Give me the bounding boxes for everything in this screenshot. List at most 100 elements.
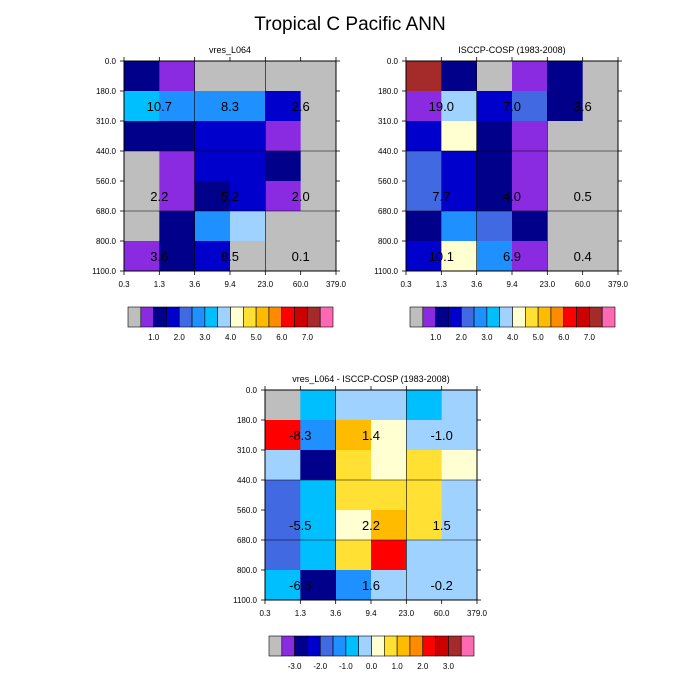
heatmap-cell [406, 61, 442, 92]
heatmap-cell [300, 241, 337, 272]
colorbar-label: 3.0 [481, 333, 493, 342]
heatmap-cell [335, 510, 372, 541]
heatmap-cell [547, 241, 584, 272]
y-tick-label: 800.0 [378, 237, 399, 246]
colorbar-swatch [217, 306, 231, 328]
heatmap-cell [476, 241, 513, 272]
heatmap-cell [265, 61, 302, 92]
heatmap-cell [194, 241, 231, 272]
cell-value-label: 2.0 [292, 189, 310, 204]
colorbar-swatch [294, 306, 308, 328]
colorbar-label: -3.0 [288, 662, 302, 671]
x-tick-label: 0.3 [400, 280, 412, 289]
x-tick-label: 1.3 [436, 280, 448, 289]
heatmap-cell [159, 241, 196, 272]
colorbar-swatch [435, 635, 449, 657]
colorbar-label: 2.0 [417, 662, 429, 671]
colorbar-swatch [166, 306, 180, 328]
y-tick-label: 0.0 [246, 386, 258, 395]
heatmap-cell [265, 211, 302, 242]
heatmap-cell [124, 121, 160, 152]
heatmap-cell [159, 151, 196, 182]
colorbar-swatch [589, 306, 603, 328]
x-tick-label: 60.0 [575, 280, 591, 289]
colorbar-swatch [460, 635, 475, 657]
y-tick-label: 560.0 [378, 177, 399, 186]
heatmap-cell [300, 570, 337, 601]
heatmap-cell [406, 241, 442, 272]
heatmap-cell [476, 121, 513, 152]
y-tick-label: 180.0 [96, 87, 117, 96]
heatmap-cell [547, 61, 584, 92]
y-tick-label: 310.0 [378, 117, 399, 126]
y-tick-label: 1100.0 [92, 267, 116, 276]
cell-value-label: 1.4 [362, 428, 380, 443]
panel-title: vres_L064 [209, 45, 251, 55]
cell-value-label: 6.9 [503, 249, 521, 264]
heatmap-cell [582, 211, 619, 242]
figure-title: Tropical C Pacific ANN [254, 14, 445, 35]
colorbar-label: 3.0 [443, 662, 455, 671]
heatmap-cell [406, 181, 442, 212]
heatmap-cell [441, 61, 478, 92]
heatmap-cell [159, 181, 196, 212]
heatmap-cell [265, 450, 301, 481]
heatmap-cell [406, 540, 443, 571]
colorbar-swatch [332, 635, 347, 657]
heatmap-cell [371, 570, 407, 601]
cell-value-label: -6.3 [289, 578, 311, 593]
heatmap-cell [194, 61, 231, 92]
x-tick-label: 23.0 [399, 609, 415, 618]
heatmap-cell [159, 121, 196, 152]
colorbar-swatch [255, 306, 270, 328]
cell-value-label: 10.1 [429, 249, 454, 264]
heatmap-cell [512, 211, 548, 242]
y-tick-label: 560.0 [237, 506, 258, 515]
heatmap-cell [265, 570, 301, 601]
heatmap-cell [300, 181, 337, 212]
heatmap-cell [159, 91, 196, 122]
heatmap-cell [441, 390, 478, 421]
cell-value-label: 5.2 [221, 189, 239, 204]
heatmap-cell [547, 151, 584, 182]
colorbar-label: -1.0 [339, 662, 353, 671]
cell-value-label: 1.6 [362, 578, 380, 593]
heatmap-cell [371, 450, 407, 481]
heatmap-cell [159, 61, 196, 92]
heatmap-cell [335, 450, 372, 481]
colorbar-swatch [345, 635, 359, 657]
y-tick-label: 180.0 [237, 416, 258, 425]
colorbar-label: 1.0 [392, 662, 404, 671]
x-tick-label: 60.0 [293, 280, 309, 289]
colorbar-swatch [601, 306, 616, 328]
heatmap-cell [230, 61, 266, 92]
heatmap-cell [476, 91, 513, 122]
heatmap-cell [441, 241, 478, 272]
cell-value-label: -8.3 [289, 428, 311, 443]
heatmap-cell [406, 450, 443, 481]
cell-value-label: 2.2 [150, 189, 168, 204]
colorbar-label: 4.0 [225, 333, 237, 342]
colorbar-swatch [486, 306, 500, 328]
heatmap-cell [159, 211, 196, 242]
y-tick-label: 440.0 [96, 147, 117, 156]
heatmap-cell [582, 241, 619, 272]
x-tick-label: 379.0 [608, 280, 629, 289]
y-tick-label: 680.0 [96, 207, 117, 216]
colorbar-swatch [409, 306, 424, 328]
colorbar-swatch [127, 306, 142, 328]
colorbar-swatch [499, 306, 513, 328]
colorbar-swatch [191, 306, 206, 328]
heatmap-cell [265, 420, 301, 451]
colorbar-label: 7.0 [302, 333, 314, 342]
x-tick-label: 3.6 [189, 280, 201, 289]
colorbars: 1.0 2.0 3.0 4.0 5.0 6.0 7.0 1.0 2.0 3.0 4.0 5.0 6.0 7… [127, 306, 616, 671]
colorbar-swatch [422, 635, 436, 657]
colorbar-swatch [307, 306, 321, 328]
x-tick-label: 379.0 [326, 280, 347, 289]
x-tick-label: 0.3 [259, 609, 271, 618]
x-tick-label: 9.4 [506, 280, 518, 289]
colorbar-swatch [371, 635, 385, 657]
heatmap-cell [194, 91, 231, 122]
y-tick-label: 440.0 [237, 476, 258, 485]
